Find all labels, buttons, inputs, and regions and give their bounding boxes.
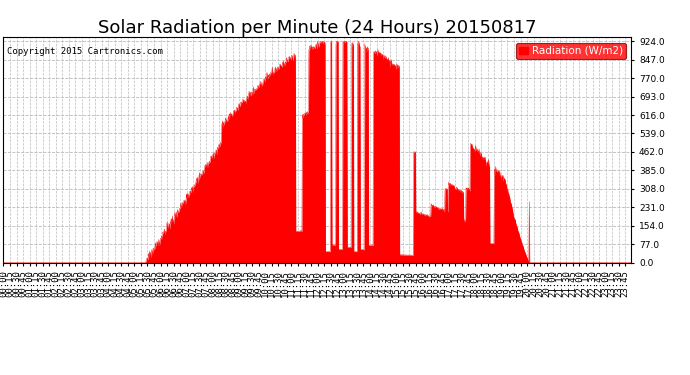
Legend: Radiation (W/m2): Radiation (W/m2) (516, 43, 626, 59)
Text: Copyright 2015 Cartronics.com: Copyright 2015 Cartronics.com (7, 46, 162, 56)
Title: Solar Radiation per Minute (24 Hours) 20150817: Solar Radiation per Minute (24 Hours) 20… (98, 20, 537, 38)
